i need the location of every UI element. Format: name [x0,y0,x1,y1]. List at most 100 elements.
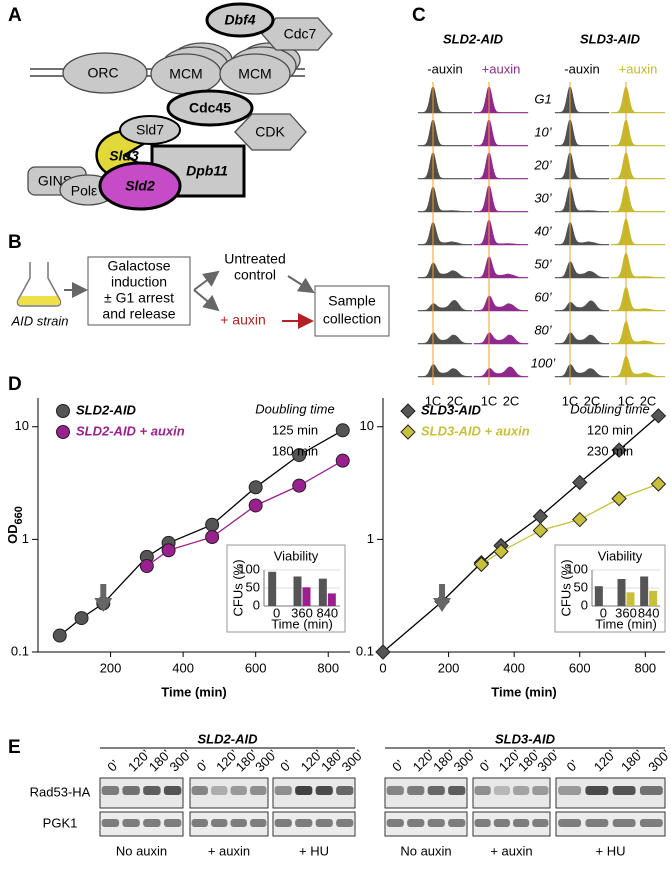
x-tick-label: 0 [600,605,607,620]
band [474,786,491,795]
treatment-arrow [94,584,113,612]
band [163,786,182,795]
dna-content-label: 2C [640,393,657,408]
data-point [650,476,667,492]
band [585,786,609,795]
pole-label: Polε [71,183,97,199]
histogram [473,151,529,180]
band [532,819,549,827]
histogram [417,118,473,147]
cdc7-label: Cdc7 [284,26,317,42]
lane-label: 0’ [277,757,295,775]
cdc45-shape [166,89,254,127]
cdc45-label: Cdc45 [189,100,231,116]
histogram [473,332,529,345]
dna-content-label: 2C [447,393,464,408]
condition-label: No auxin [400,843,451,858]
auxin-text: + auxin [220,312,266,328]
data-point [611,442,627,458]
band [493,786,510,795]
data-point [650,408,667,424]
x-tick-label: 0 [273,605,280,620]
y-tick-label: 50 [246,579,260,594]
condition-label: -auxin [564,61,599,76]
band [274,819,292,827]
band [230,786,247,795]
legend-label: SLD3-AID [421,402,482,417]
data-point [205,517,220,532]
bar [302,587,311,606]
condition-label: + auxin [490,843,532,858]
sld7-shape [119,115,181,145]
data-point [532,522,549,539]
histogram [610,118,666,147]
legend-label: SLD3-AID + auxin [421,423,530,438]
band [191,786,208,795]
data-point [375,644,391,660]
treatment-arrow [433,584,452,612]
band [493,819,510,827]
cdc7-shape [261,17,333,51]
orc-label: ORC [87,65,118,81]
band [448,786,466,795]
collection-text: Sample [328,293,376,309]
arrow [287,275,315,294]
histogram [473,219,529,246]
timepoint-label: 50’ [534,256,552,271]
data-point [161,543,176,558]
induction-text: Galactose [107,258,170,274]
histogram [554,186,610,213]
x-axis-label: Time (min) [491,684,557,699]
inset-title: Viability [598,548,643,563]
band [295,819,313,827]
band [386,786,404,795]
collection-box [314,285,390,337]
timepoint-label: 40’ [534,223,552,238]
timepoint-label: 60’ [534,289,552,304]
band [211,786,228,795]
panel-letter: D [8,374,22,395]
histogram [554,85,610,114]
y-axis-label: CFUs (%) [230,559,245,616]
data-point [248,498,263,513]
timepoint-label: 80’ [534,322,552,337]
cdk-label: CDK [255,124,285,140]
dna-content-label: 1C [562,393,579,408]
lane-label: 300’ [339,746,367,774]
cdk-shape [234,113,307,151]
y-tick-label: 0.1 [11,643,29,658]
histogram [554,118,610,147]
bar [327,593,336,606]
x-tick-label: 360 [615,605,637,620]
dbf4-label: Dbf4 [224,12,255,28]
lane-label: 300’ [167,746,195,774]
panel-letter: C [412,5,426,26]
bar [640,576,649,606]
y-tick-label: 0.1 [356,643,374,658]
band [101,786,120,795]
legend-label: SLD2-AID [76,402,137,417]
dna-content-label: 1C [481,393,498,408]
band [427,819,445,827]
condition-label: +auxin [482,61,521,76]
band [122,819,140,827]
histogram [554,364,610,378]
x-axis-label: Time (min) [595,616,657,631]
control-text: Untreated [224,251,285,267]
y-axis-label-sub: 660 [13,506,25,524]
timepoint-label: 100’ [531,355,557,370]
mcm-label: MCM [169,66,202,82]
legend-marker [56,404,70,418]
legend-marker [400,403,416,419]
x-tick-label: 600 [569,660,591,675]
dna-content-label: 1C [425,393,442,408]
dbf4-shape [205,2,275,38]
histogram [610,85,666,114]
lane-label: 300’ [534,746,562,774]
control-text: control [234,267,276,283]
flask-culture [17,296,61,305]
condition-label: No auxin [116,843,167,858]
histogram [417,262,473,279]
histogram [417,221,473,246]
y-tick-label: 100 [238,561,260,576]
